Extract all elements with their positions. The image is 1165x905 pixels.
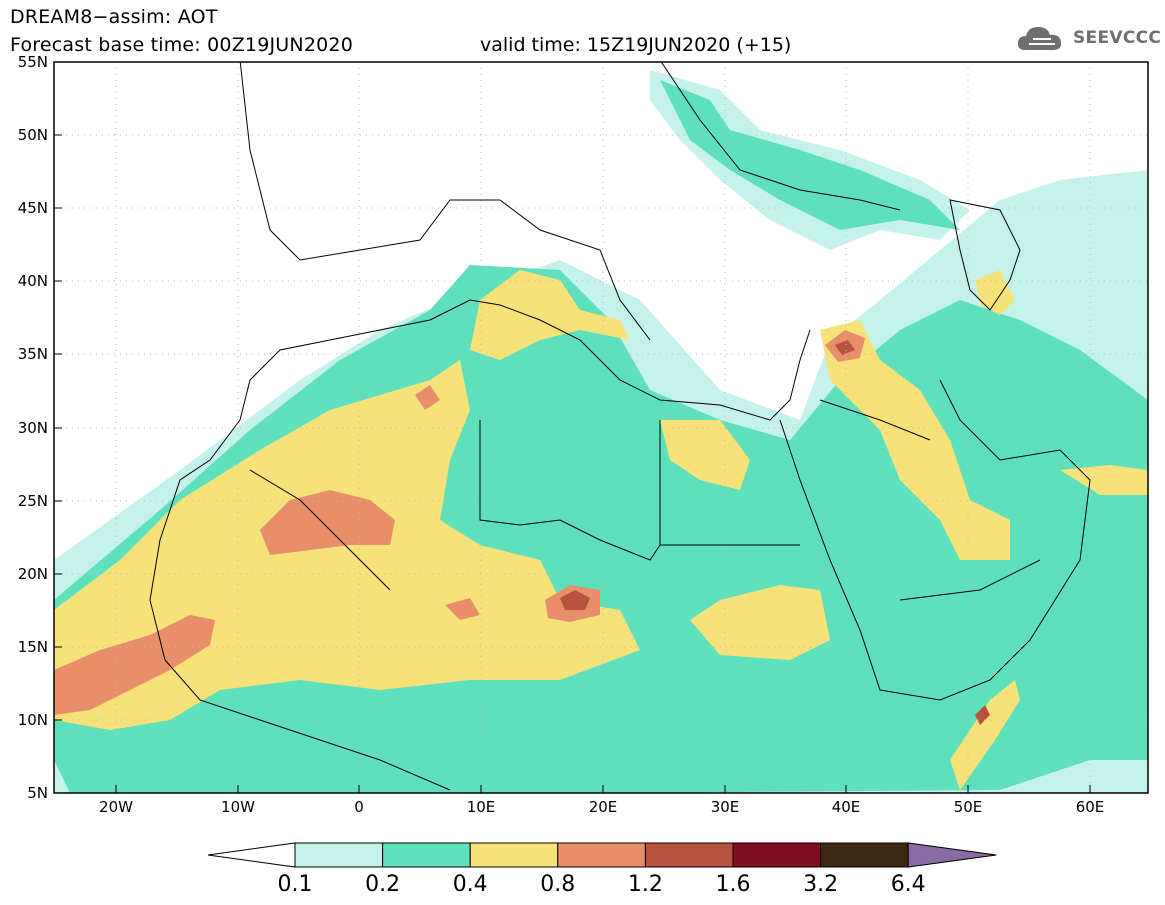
- lon-label: 10W: [221, 798, 255, 816]
- lat-label: 40N: [18, 272, 48, 290]
- colorbar: 0.1 0.2 0.4 0.8 1.2 1.6 3.2 6.4: [207, 842, 997, 897]
- lat-label: 55N: [18, 53, 48, 71]
- colorbar-swatch: [294, 842, 384, 868]
- lon-label: 20E: [589, 798, 618, 816]
- lat-label: 45N: [18, 199, 48, 217]
- lon-labels: 20W 10W 0 10E 20E 30E 40E 50E 60E: [99, 798, 1104, 816]
- colorbar-swatch: [732, 842, 822, 868]
- grid-lines: [54, 62, 1148, 793]
- lon-label: 0: [354, 798, 364, 816]
- lat-label: 5N: [27, 784, 48, 802]
- tick-marks: [54, 61, 1091, 794]
- lat-labels: 55N 50N 45N 40N 35N 30N 25N 20N 15N 10N …: [18, 53, 48, 802]
- aot-band-0.4-iraq: [820, 320, 1010, 560]
- logo-text: SEEVCCC: [1073, 28, 1162, 48]
- colorbar-label: 6.4: [891, 872, 926, 897]
- colorbar-lower-arrow: [207, 842, 296, 868]
- lon-label: 40E: [832, 798, 861, 816]
- aot-band-0.4-tunisia: [470, 270, 630, 360]
- lat-label: 15N: [18, 638, 48, 656]
- lat-label: 35N: [18, 345, 48, 363]
- valid-time: valid time: 15Z19JUN2020 (+15): [480, 34, 792, 56]
- map-title: DREAM8−assim: AOT: [10, 6, 218, 28]
- colorbar-label: 0.2: [365, 872, 400, 897]
- colorbar-swatch: [557, 842, 646, 868]
- lat-label: 30N: [18, 419, 48, 437]
- aot-band-0.4-egypt: [660, 420, 750, 490]
- cloud-icon: [1017, 27, 1062, 50]
- colorbar-label: 0.8: [540, 872, 575, 897]
- colorbar-label: 1.2: [628, 872, 663, 897]
- lat-label: 20N: [18, 565, 48, 583]
- lon-label: 60E: [1076, 798, 1105, 816]
- aot-band-0.8-sahara: [260, 490, 395, 555]
- aot-band-0.2-north: [660, 80, 960, 230]
- colorbar-label: 0.1: [278, 872, 313, 897]
- colorbar-label: 0.4: [453, 872, 488, 897]
- colorbar-swatch: [469, 842, 559, 868]
- lat-label: 25N: [18, 492, 48, 510]
- aot-band-1.2-chad: [560, 590, 590, 610]
- aot-band-0.8-westafrica: [54, 615, 215, 715]
- lon-label: 10E: [467, 798, 496, 816]
- colorbar-label: 1.6: [716, 872, 751, 897]
- colorbar-swatch: [644, 842, 734, 868]
- lon-label: 50E: [954, 798, 983, 816]
- coastlines: [149, 62, 1091, 791]
- lat-label: 10N: [18, 711, 48, 729]
- seevccc-logo: SEEVCCC: [1015, 22, 1161, 58]
- colorbar-swatch: [820, 842, 909, 868]
- lon-label: 20W: [99, 798, 133, 816]
- aot-band-0.4-somalia: [950, 680, 1020, 790]
- lon-label: 30E: [711, 798, 740, 816]
- aot-band-1.2-iraq: [835, 340, 855, 355]
- forecast-base-time: Forecast base time: 00Z19JUN2020: [10, 34, 353, 56]
- aot-band-0.8-algeria: [415, 385, 440, 410]
- colorbar-upper-arrow: [907, 842, 997, 868]
- aot-band-0.4-sudan: [690, 585, 830, 660]
- colorbar-swatch: [382, 842, 471, 868]
- colorbar-label: 3.2: [803, 872, 838, 897]
- lat-label: 50N: [18, 126, 48, 144]
- aot-fields: [54, 70, 1148, 793]
- aot-band-0.8-niger: [445, 598, 480, 620]
